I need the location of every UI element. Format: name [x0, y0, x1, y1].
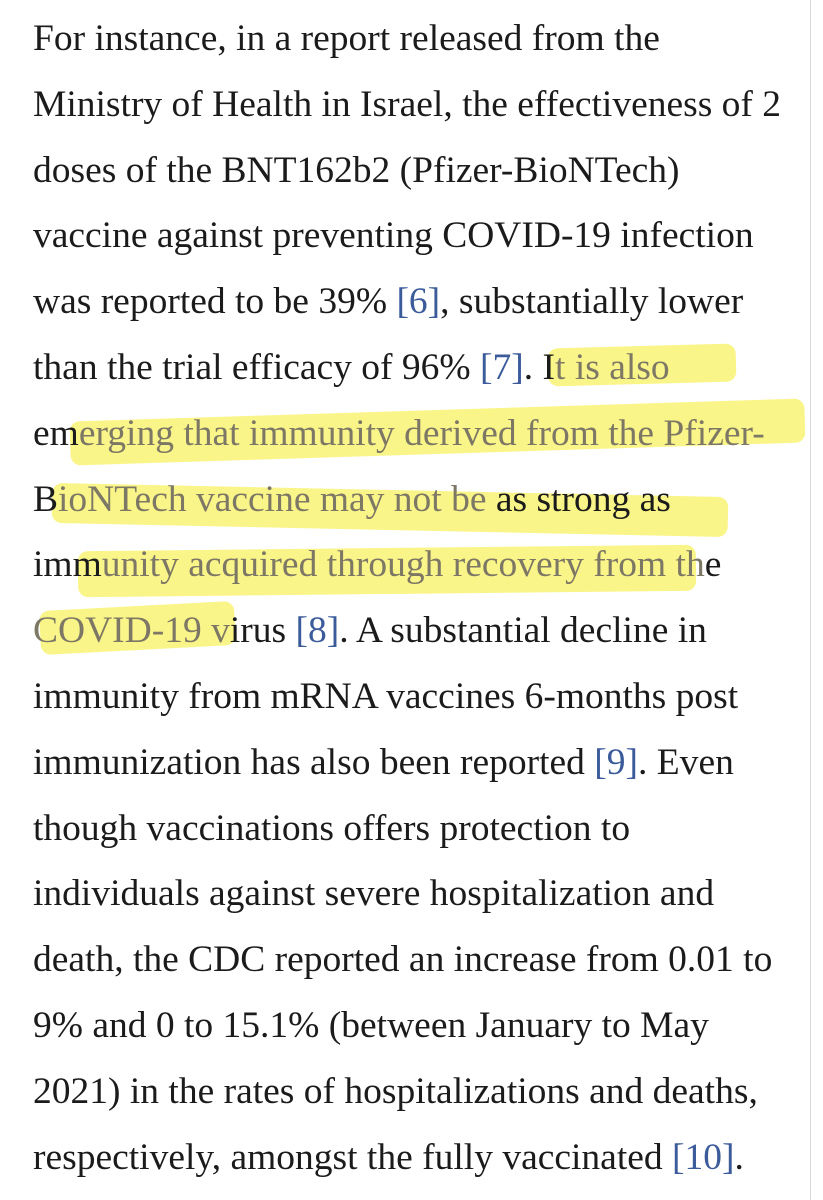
- text-line: COVID-19 virus [8]. A substantial declin…: [33, 598, 707, 664]
- body-text: . Even: [638, 741, 734, 783]
- text-line: emerging that immunity derived from the …: [33, 401, 765, 467]
- highlighted-text: ioNTech vaccine may not be: [58, 478, 487, 520]
- text-line: 9% and 0 to 15.1% (between January to Ma…: [33, 993, 709, 1059]
- highlighted-text: erging that immunity derived from the Pf…: [78, 412, 765, 454]
- body-text: as strong as: [486, 478, 671, 520]
- body-text: individuals against severe hospitalizati…: [33, 873, 715, 915]
- citation-link[interactable]: [9]: [594, 741, 639, 783]
- body-text: than the trial efficacy of 96%: [33, 347, 481, 388]
- page-edge-divider: [810, 0, 811, 1200]
- body-text: , substantially lower: [440, 281, 744, 323]
- text-line: 2021) in the rates of hospitalizations a…: [33, 1059, 758, 1125]
- text-line: individuals against severe hospitalizati…: [33, 861, 714, 927]
- text-line: BioNTech vaccine may not be as strong as: [33, 467, 671, 533]
- citation-link[interactable]: [6]: [396, 281, 441, 323]
- body-text: For instance, in a report released from …: [33, 18, 660, 59]
- highlighted-text: unity acquired through recovery from th: [101, 544, 705, 586]
- text-line: death, the CDC reported an increase from…: [33, 927, 772, 993]
- body-text: .: [734, 1136, 744, 1178]
- body-text: irus: [229, 610, 296, 652]
- body-text: doses of the BNT162b2 (Pfizer-BioNTech): [33, 149, 680, 191]
- text-line: Ministry of Health in Israel, the effect…: [33, 72, 781, 138]
- body-text: immunization has also been reported: [33, 741, 595, 783]
- text-line: than the trial efficacy of 96% [7]. It i…: [33, 335, 670, 401]
- text-line: though vaccinations offers protection to: [33, 796, 630, 862]
- text-line: immunization has also been reported [9].…: [33, 730, 734, 796]
- text-line: was reported to be 39% [6], substantiall…: [33, 269, 743, 335]
- body-text: B: [33, 478, 59, 520]
- body-text: em: [33, 412, 79, 454]
- body-text: death, the CDC reported an increase from…: [33, 939, 773, 981]
- text-line: respectively, amongst the fully vaccinat…: [33, 1125, 744, 1191]
- body-text: respectively, amongst the fully vaccinat…: [33, 1136, 673, 1178]
- citation-link[interactable]: [8]: [295, 610, 340, 652]
- text-line: doses of the BNT162b2 (Pfizer-BioNTech): [33, 138, 679, 204]
- body-text: 9% and 0 to 15.1% (between January to Ma…: [33, 1005, 709, 1046]
- body-text: Ministry of Health in Israel, the effect…: [33, 83, 782, 125]
- citation-link[interactable]: [7]: [480, 347, 524, 388]
- body-text: was reported to be 39%: [33, 281, 397, 323]
- citation-link[interactable]: [10]: [672, 1136, 735, 1178]
- body-text: immunity from mRNA vaccines 6-months pos…: [33, 676, 739, 717]
- body-text: . A substantial decline in: [339, 610, 707, 652]
- body-text: though vaccinations offers protection to: [33, 807, 631, 849]
- body-text: imm: [33, 544, 102, 586]
- body-text: e: [704, 544, 722, 586]
- body-text: . I: [523, 347, 556, 388]
- highlighted-text: COVID-19 v: [33, 610, 230, 652]
- text-line: For instance, in a report released from …: [33, 6, 660, 72]
- body-text: vaccine against preventing COVID-19 infe…: [33, 215, 754, 257]
- text-line: vaccine against preventing COVID-19 infe…: [33, 203, 754, 269]
- text-line: immunity acquired through recovery from …: [33, 532, 721, 598]
- body-text: 2021) in the rates of hospitalizations a…: [33, 1070, 758, 1112]
- text-line: immunity from mRNA vaccines 6-months pos…: [33, 664, 738, 730]
- highlighted-text: t is also: [555, 347, 670, 388]
